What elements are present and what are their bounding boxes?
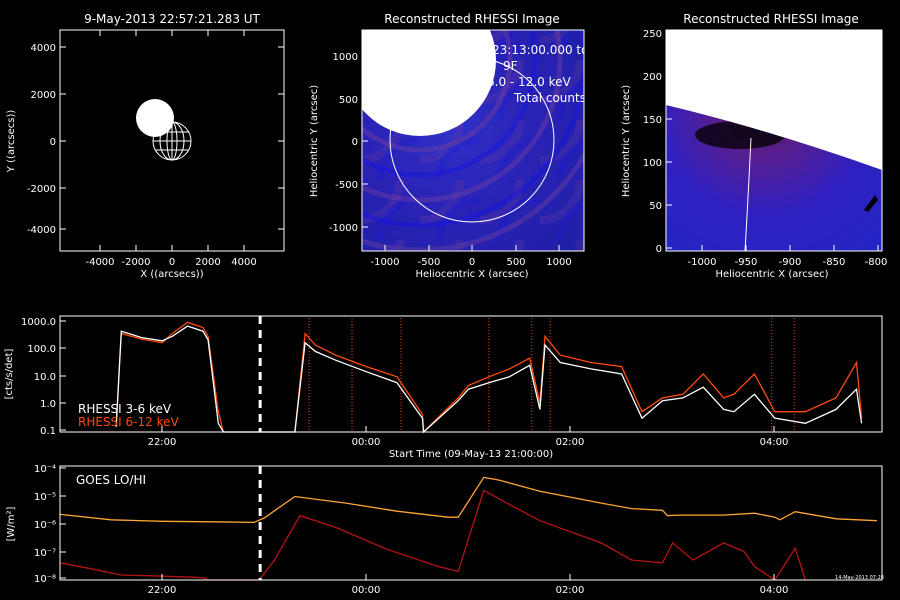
image2-info: V	[880, 75, 889, 89]
goes-xtick: 02:00	[556, 585, 585, 596]
panel2-ytick: 0	[352, 137, 358, 148]
goes-xtick: 04:00	[760, 585, 789, 596]
panel3-ytick: 0	[656, 244, 662, 255]
rhessi-xtick: 00:00	[352, 437, 381, 448]
panel3-xtick: -950	[735, 257, 758, 268]
rhessi-xtick: 22:00	[148, 437, 177, 448]
panel2-xtick: 0	[469, 257, 475, 268]
goes-ylabel: [W/m²]	[6, 506, 17, 541]
rhessi-6-12kev-line	[115, 321, 863, 434]
panel2-ytick: 500	[339, 95, 358, 106]
rhessi-ytick: 1000.0	[21, 317, 56, 328]
panel3-ticks	[666, 32, 879, 251]
panel1-xtick: 4000	[231, 257, 256, 268]
panel1-title: 9-May-2013 22:57:21.283 UT	[84, 12, 260, 26]
panel3-xlabel: Heliocentric X (arcsec)	[715, 269, 828, 280]
goes-ytick: 10⁻⁴	[34, 464, 56, 475]
rhessi-ytick: 1.0	[40, 399, 56, 410]
occulting-disk	[136, 99, 174, 137]
image1-info: 6.0 - 12.0 keV	[487, 75, 571, 89]
rhessi-ytick: 10.0	[34, 372, 56, 383]
image2-info: ts:	[876, 91, 891, 105]
legend-rhessi-low: RHESSI 3-6 keV	[78, 402, 172, 416]
panel3-xtick: -850	[823, 257, 846, 268]
panel3-title: Reconstructed RHESSI Image	[683, 12, 858, 26]
attenuator-lines	[308, 318, 795, 430]
creation-stamp: 14-May-2013 07:28	[835, 575, 884, 581]
legend-goes: GOES LO/HI	[76, 473, 146, 487]
image1-info: 9F	[503, 59, 518, 73]
panel1-xtick: 2000	[195, 257, 220, 268]
panel2-ylabel: Heliocentric Y (arcsec)	[309, 85, 320, 197]
solar-limb	[744, 137, 752, 251]
panel3-ytick: 100	[643, 158, 662, 169]
image1-info: 23:13:00.000 to 23:14:00	[492, 43, 646, 57]
rhessi-3-6kev-line	[115, 325, 863, 434]
goes-frame	[59, 465, 883, 581]
panel1-xtick: 0	[169, 257, 175, 268]
panel2-xtick: -1000	[370, 257, 399, 268]
rhessi-ylabel: [cts/s/det]	[4, 349, 15, 400]
panel2-ytick: -500	[335, 180, 358, 191]
rhessi-series	[115, 321, 863, 434]
rhessi-xlabel: Start Time (09-May-13 21:00:00)	[389, 449, 553, 460]
image1-info: Total counts: 8.17E+0	[513, 91, 646, 105]
rhessi-ytick: 100.0	[27, 344, 56, 355]
goes-lo-line	[59, 476, 877, 524]
panel1-ytick: -4000	[27, 225, 56, 236]
panel3-ytick: 50	[649, 201, 662, 212]
goes-ytick: 10⁻⁸	[34, 574, 56, 585]
panel2-ytick: -1000	[329, 223, 358, 234]
panel3-xtick: -800	[865, 257, 888, 268]
panel1-ytick: 2000	[31, 90, 56, 101]
rhessi-lightcurve: 1000.0 100.0 10.0 1.0 0.1 22:00 00:00 02…	[4, 315, 883, 460]
panel2-xtick: 1000	[546, 257, 571, 268]
panel3-xtick: -1000	[687, 257, 716, 268]
panel-rhessi-image-2: Reconstructed RHESSI Image to V ts: -100…	[621, 12, 892, 280]
panel2-xtick: -500	[418, 257, 441, 268]
goes-ytick: 10⁻⁷	[34, 548, 56, 559]
rhessi-xtick: 04:00	[760, 437, 789, 448]
panel-rhessi-image-1: Reconstructed RHESSI Image 23:13:00.000 …	[309, 12, 646, 280]
goes-lightcurve: 10⁻⁴ 10⁻⁵ 10⁻⁶ 10⁻⁷ 10⁻⁸ 22:00 00:00 02:…	[6, 464, 884, 596]
panel3-ytick: 250	[643, 29, 662, 40]
panel1-ticks	[60, 30, 284, 251]
panel2-xlabel: Heliocentric X (arcsec)	[415, 269, 528, 280]
goes-ytick: 10⁻⁶	[34, 520, 56, 531]
rhessi-xtick: 02:00	[556, 437, 585, 448]
image2-info: to	[880, 43, 892, 57]
panel1-xlabel: X ((arcsecs))	[140, 269, 203, 280]
panel2-title: Reconstructed RHESSI Image	[384, 12, 559, 26]
panel1-xtick: -4000	[85, 257, 114, 268]
panel1-xtick: -2000	[121, 257, 150, 268]
panel2-xtick: 500	[506, 257, 525, 268]
goes-xtick: 22:00	[148, 585, 177, 596]
occulter-edge	[666, 30, 882, 170]
panel-full-sun: 9-May-2013 22:57:21.283 UT -4000 -2000 0…	[6, 12, 285, 280]
goes-hi-line	[59, 489, 807, 581]
rhessi-ytick: 0.1	[40, 426, 56, 437]
panel1-ylabel: Y ((arcsecs))	[6, 110, 17, 174]
panel3-ytick: 200	[643, 72, 662, 83]
occulting-disk	[362, 30, 496, 136]
panel1-ytick: 4000	[31, 43, 56, 54]
legend-rhessi-high: RHESSI 6-12 keV	[78, 415, 179, 429]
panel2-ytick: 1000	[333, 52, 358, 63]
rhessi-frame	[59, 315, 883, 433]
goes-xtick: 00:00	[352, 585, 381, 596]
panel2-ticks	[362, 55, 560, 251]
panel1-ytick: -2000	[27, 184, 56, 195]
panel3-frame	[665, 29, 883, 252]
goes-series	[59, 476, 877, 581]
panel3-ylabel: Heliocentric Y (arcsec)	[621, 85, 632, 197]
panel3-ytick: 150	[643, 115, 662, 126]
goes-ytick: 10⁻⁵	[34, 492, 56, 503]
panel3-xtick: -900	[779, 257, 802, 268]
panel1-ytick: 0	[50, 137, 56, 148]
